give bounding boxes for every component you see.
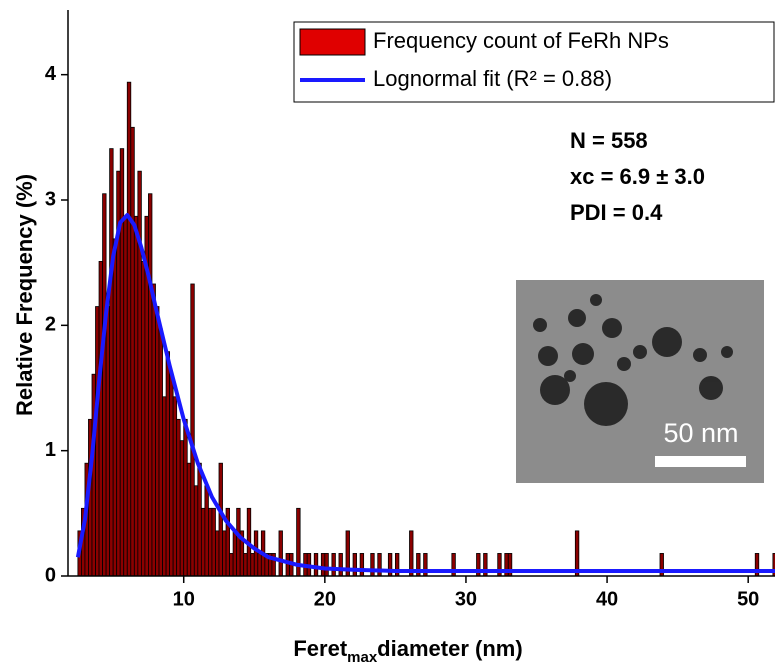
plot-area — [75, 81, 775, 576]
bar — [176, 418, 181, 576]
bar — [394, 553, 400, 576]
legend: Frequency count of FeRh NPs Lognormal fit… — [293, 21, 775, 103]
bar — [324, 553, 329, 576]
bar — [95, 306, 100, 576]
y-tick-label: 2 — [45, 314, 56, 336]
bar — [190, 283, 195, 576]
bar — [186, 462, 192, 576]
scale-bar — [655, 456, 746, 467]
bar — [313, 553, 319, 576]
bar — [151, 283, 156, 576]
bar — [126, 81, 132, 576]
bar — [172, 396, 178, 576]
scale-label: 50 nm — [663, 418, 738, 448]
inset-particles — [533, 294, 733, 426]
x-tick-label: 10 — [173, 588, 195, 610]
bar — [123, 215, 128, 576]
bar — [169, 373, 174, 576]
y-tick-label: 3 — [45, 188, 56, 210]
bar — [574, 530, 580, 576]
annotation: PDI = 0.4 — [570, 200, 663, 225]
bar — [497, 553, 502, 576]
bar — [197, 462, 202, 576]
x-label-main: Feret — [293, 636, 347, 661]
x-tick-label: 30 — [455, 588, 477, 610]
bar — [229, 553, 234, 576]
bar — [179, 440, 185, 576]
bar — [320, 553, 326, 576]
bar — [215, 530, 220, 576]
inset-image: 50 nm — [516, 280, 764, 483]
bar — [257, 553, 262, 576]
bar — [200, 507, 206, 576]
bar — [165, 351, 171, 576]
x-tick-label: 50 — [737, 588, 759, 610]
bar — [183, 418, 188, 576]
x-axis-label: Feretmaxdiameter (nm) — [293, 636, 522, 666]
x-label-sub: max — [347, 649, 378, 666]
bar — [754, 553, 760, 576]
bar — [451, 553, 456, 576]
bar — [119, 148, 125, 576]
bar — [204, 485, 209, 576]
bar — [105, 306, 111, 576]
bar — [331, 553, 336, 576]
bar — [377, 553, 382, 576]
bar — [236, 507, 241, 576]
bar — [208, 507, 213, 576]
bar — [659, 553, 664, 576]
bar — [98, 261, 103, 576]
bar — [222, 530, 227, 576]
bar — [409, 530, 414, 576]
bar — [345, 530, 350, 576]
x-tick-label: 20 — [314, 588, 336, 610]
bar — [162, 396, 167, 576]
y-axis-label: Relative Frequency (%) — [12, 174, 37, 416]
bar — [158, 328, 163, 576]
bar — [148, 193, 153, 576]
bar — [253, 530, 259, 576]
legend-swatch — [299, 28, 366, 56]
bar — [102, 193, 107, 576]
bar — [278, 530, 283, 576]
bar — [155, 306, 160, 576]
legend-label: Frequency count of FeRh NPs — [373, 28, 669, 53]
bar — [416, 553, 421, 576]
bar — [476, 553, 481, 576]
bar — [112, 238, 118, 576]
bar — [232, 530, 238, 576]
annotation: N = 558 — [570, 128, 648, 153]
bar — [507, 553, 513, 576]
legend-label: Lognormal fit (R² = 0.88) — [373, 66, 612, 91]
y-tick-label: 0 — [45, 564, 56, 586]
bar — [352, 553, 357, 576]
bar — [109, 148, 114, 576]
bar — [193, 485, 199, 576]
y-tick-label: 4 — [45, 63, 57, 85]
bar — [130, 126, 135, 576]
bar — [133, 215, 139, 576]
bar — [423, 553, 428, 576]
bar — [218, 462, 223, 576]
bar — [338, 553, 343, 576]
bar — [243, 553, 248, 576]
bar — [370, 553, 375, 576]
x-tick-label: 40 — [596, 588, 618, 610]
legend-box — [293, 21, 775, 103]
bar — [271, 553, 276, 576]
bar — [225, 507, 230, 576]
x-label-rest: diameter (nm) — [377, 636, 522, 661]
bar — [387, 553, 393, 576]
bar — [250, 553, 255, 576]
bar — [359, 553, 365, 576]
y-tick-label: 1 — [45, 439, 56, 461]
annotation: xc = 6.9 ± 3.0 — [570, 164, 705, 189]
bar — [211, 507, 216, 576]
bar — [296, 507, 301, 576]
bar — [483, 553, 488, 576]
fit-line — [75, 213, 775, 573]
bar — [140, 261, 146, 576]
